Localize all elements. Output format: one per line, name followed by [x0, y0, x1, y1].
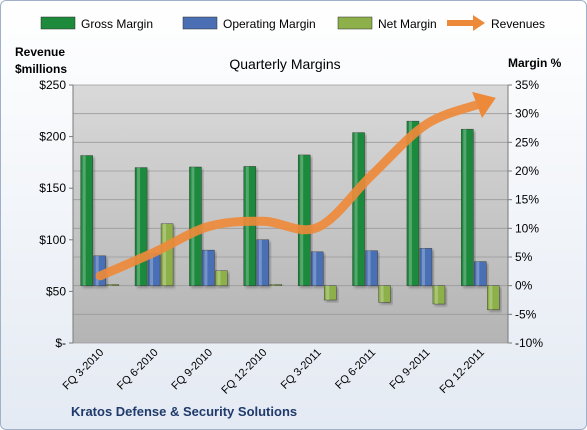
- right-tick-label: 35%: [515, 78, 539, 92]
- category-label: FQ 9-2011: [387, 347, 432, 392]
- gross-margin-bar-highlight: [463, 129, 467, 286]
- legend-swatch-net-margin: [337, 16, 373, 30]
- category-label: FQ 12-2011: [438, 347, 487, 396]
- operating-margin-bar: [474, 261, 487, 286]
- gross-margin-bar-highlight: [300, 154, 304, 286]
- left-tick-label: $250: [39, 78, 66, 92]
- operating-margin-bar-highlight: [313, 251, 317, 286]
- operating-margin-bar: [310, 251, 324, 286]
- right-tick-label: -5%: [515, 307, 537, 321]
- operating-margin-bar-highlight: [204, 250, 208, 286]
- gross-margin-bar: [406, 120, 420, 286]
- gross-margin-bar-highlight: [408, 121, 412, 286]
- net-margin-bar: [323, 285, 337, 301]
- operating-margin-bar-highlight: [421, 248, 425, 286]
- category-label: FQ 3-2010: [61, 347, 107, 393]
- gross-margin-bar-highlight: [191, 166, 195, 286]
- legend-label-gross-margin: Gross Margin: [81, 17, 153, 31]
- net-margin-bar: [432, 285, 446, 305]
- net-margin-bar-highlight: [380, 285, 384, 303]
- legend-label-operating-margin: Operating Margin: [223, 17, 316, 31]
- company-name: Kratos Defense & Security Solutions: [71, 404, 297, 419]
- right-axis-label: Margin %: [508, 56, 562, 70]
- right-tick-label: 15%: [515, 193, 539, 207]
- legend-label-net-margin: Net Margin: [378, 17, 437, 31]
- gross-margin-bar-highlight: [137, 167, 141, 286]
- left-tick-label: $200: [39, 130, 66, 144]
- right-tick-label: 10%: [515, 221, 539, 235]
- gross-margin-bar: [461, 128, 474, 286]
- net-margin-bar-highlight: [163, 223, 167, 286]
- left-tick-label: $50: [46, 284, 66, 298]
- net-margin-bar-highlight: [217, 270, 221, 286]
- net-margin-bar: [487, 285, 500, 310]
- operating-margin-bar-highlight: [258, 239, 262, 286]
- category-label: FQ 12-2010: [219, 347, 269, 397]
- category-labels: FQ 3-2010 FQ 6-2010 FQ 9-2010 FQ 12-2010 FQ …: [61, 347, 487, 397]
- net-margin-bar-highlight: [271, 284, 275, 286]
- right-axis: -10% -5% 0% 5% 10% 15% 20% 25% 30% 35%: [507, 78, 543, 350]
- right-tick-label: 30%: [515, 107, 539, 121]
- operating-margin-bar-highlight: [476, 261, 480, 286]
- right-tick-label: -10%: [515, 336, 543, 350]
- revenue-series: [95, 91, 496, 281]
- operating-margin-bar: [256, 239, 270, 286]
- operating-margin-bar: [365, 250, 378, 286]
- operating-margin-bar: [419, 248, 433, 286]
- right-tick-label: 5%: [515, 250, 533, 264]
- left-tick-label: $150: [39, 181, 66, 195]
- gross-margin-bar-highlight: [245, 166, 249, 286]
- legend-swatch-gross-margin: [40, 16, 76, 30]
- revenue-arrowhead: [472, 91, 496, 119]
- legend-arrow-revenues: [473, 15, 485, 31]
- gross-margin-bar-highlight: [354, 132, 358, 286]
- net-margin-bar-highlight: [108, 284, 112, 286]
- gross-margin-bar: [243, 166, 257, 286]
- operating-margin-bar-highlight: [95, 255, 99, 286]
- operating-margin-bar: [202, 249, 215, 286]
- net-margin-bar: [269, 284, 283, 286]
- right-tick-label: 25%: [515, 135, 539, 149]
- legend-label-revenues: Revenues: [491, 17, 545, 31]
- net-margin-bar: [215, 270, 228, 286]
- revenue-line: [95, 99, 486, 281]
- operating-margin-bar-highlight: [367, 250, 371, 286]
- gross-margin-bar: [80, 155, 93, 286]
- left-tick-label: $-: [55, 336, 66, 350]
- left-axis-label-line2: $millions: [15, 62, 67, 76]
- right-tick-label: 20%: [515, 164, 539, 178]
- net-margin-bar-highlight: [489, 285, 493, 310]
- left-axis-label-line1: Revenue: [15, 45, 65, 59]
- legend: Gross Margin Operating Margin Net Margin Re…: [40, 15, 545, 31]
- bars: [80, 120, 500, 310]
- left-axis: $- $50 $100 $150 $200 $250: [39, 78, 74, 350]
- net-margin-bar: [160, 223, 174, 286]
- legend-swatch-operating-margin: [182, 16, 218, 30]
- net-margin-bar-highlight: [326, 285, 330, 300]
- operating-margin-bar-highlight: [150, 253, 154, 286]
- left-tick-label: $100: [39, 233, 66, 247]
- category-label: FQ 9-2010: [169, 347, 215, 393]
- category-label: FQ 6-2010: [115, 347, 161, 393]
- gross-margin-bar: [297, 154, 311, 286]
- gross-margin-bar-highlight: [82, 155, 86, 286]
- gross-margin-bar: [352, 132, 365, 286]
- chart-title: Quarterly Margins: [229, 56, 340, 72]
- gross-margin-bar: [134, 167, 148, 286]
- net-margin-bar: [106, 284, 119, 286]
- right-tick-label: 0%: [515, 279, 533, 293]
- category-label: FQ 3-2011: [279, 347, 324, 392]
- net-margin-bar-highlight: [434, 285, 438, 305]
- category-label: FQ 6-2011: [333, 347, 378, 392]
- net-margin-bar: [378, 285, 391, 303]
